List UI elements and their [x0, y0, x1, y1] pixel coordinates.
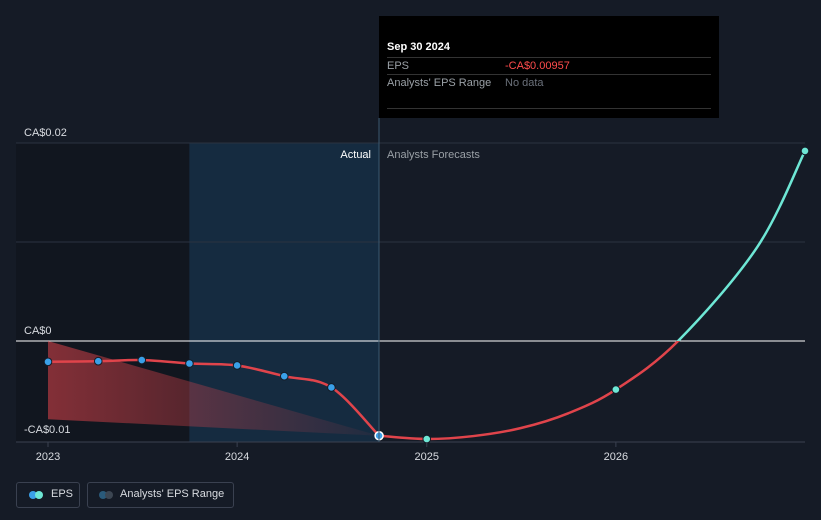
y-tick-label: -CA$0.01 [24, 424, 70, 436]
eps-range-band [48, 341, 380, 436]
x-tick-label: 2025 [415, 451, 439, 463]
tooltip-row-range: Analysts' EPS Range No data [387, 74, 711, 92]
eps-point [327, 383, 336, 392]
tooltip-divider [387, 108, 711, 109]
legend-range-label: Analysts' EPS Range [120, 488, 225, 500]
legend-eps-label: EPS [51, 488, 74, 500]
eps-point [43, 357, 53, 367]
x-tick-label: 2024 [225, 451, 249, 463]
legend-item-eps[interactable]: EPS [16, 482, 80, 508]
y-tick-label: CA$0.02 [24, 127, 67, 139]
tooltip-eps-label: EPS [387, 60, 410, 72]
legend-range-dot2-icon [105, 491, 113, 499]
eps-point [185, 359, 194, 368]
legend-range-dot-icon [99, 491, 107, 499]
y-tick-label: CA$0 [24, 325, 52, 337]
tooltip-range-value: No data [505, 77, 544, 89]
eps-point [137, 355, 147, 365]
tooltip-row-eps: EPS -CA$0.00957 [387, 57, 711, 75]
eps-forecast-point [611, 385, 621, 394]
legend-eps-dot2-icon [35, 491, 43, 499]
eps-point [279, 371, 289, 381]
eps-forecast-line-negative [379, 341, 680, 441]
eps-forecast-line-positive [676, 150, 807, 342]
actual-label: Actual [340, 149, 371, 161]
eps-forecast-point [800, 146, 810, 156]
tooltip: Sep 30 2024 EPS -CA$0.00957 Analysts' EP… [379, 16, 719, 118]
eps-point [232, 361, 242, 370]
eps-point [93, 356, 103, 366]
x-tick-label: 2026 [604, 451, 628, 463]
tooltip-eps-value: -CA$0.00957 [505, 60, 570, 72]
forecast-label: Analysts Forecasts [387, 149, 480, 161]
x-tick-label: 2023 [36, 451, 60, 463]
tooltip-range-label: Analysts' EPS Range [387, 77, 492, 89]
tooltip-date: Sep 30 2024 [387, 41, 450, 53]
legend-eps-dot-icon [29, 491, 37, 499]
legend-item-eps-range[interactable]: Analysts' EPS Range [87, 482, 234, 508]
eps-forecast-point [422, 434, 432, 444]
